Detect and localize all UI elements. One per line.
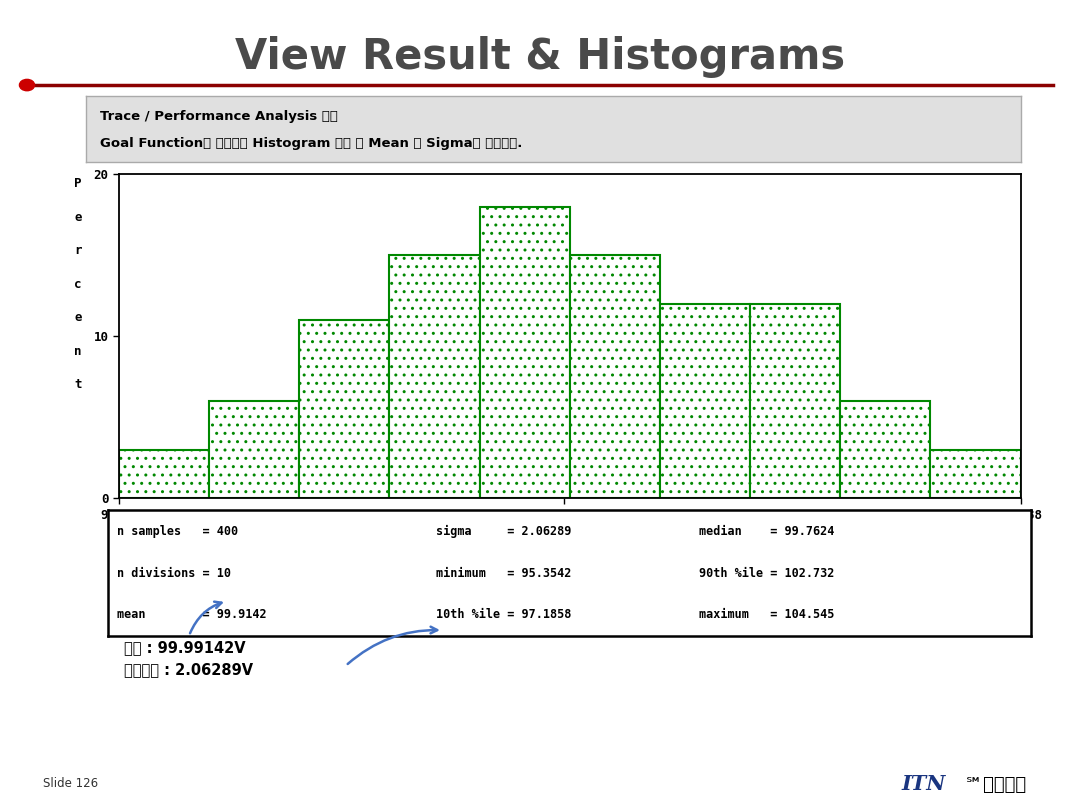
- Text: 10th %ile = 97.1858: 10th %ile = 97.1858: [436, 608, 571, 621]
- Bar: [660, 304, 751, 498]
- Text: c: c: [75, 278, 82, 291]
- Text: maximum   = 104.545: maximum = 104.545: [699, 608, 835, 621]
- Text: n: n: [75, 345, 82, 358]
- Bar: [389, 255, 480, 498]
- Text: mean        = 99.9142: mean = 99.9142: [118, 608, 267, 621]
- Text: t: t: [75, 378, 82, 391]
- Text: Trace / Performance Analysis 실행: Trace / Performance Analysis 실행: [100, 110, 338, 123]
- Bar: [119, 450, 210, 498]
- Bar: [299, 320, 390, 498]
- Text: Goal Function을 이용하여 Histogram 출력 후 Mean 과 Sigma를 확인한다.: Goal Function을 이용하여 Histogram 출력 후 Mean …: [100, 137, 523, 150]
- Text: median    = 99.7624: median = 99.7624: [699, 525, 835, 538]
- Bar: [840, 401, 930, 498]
- Bar: [210, 401, 299, 498]
- Text: n divisions = 10: n divisions = 10: [118, 566, 231, 580]
- Text: View Result & Histograms: View Result & Histograms: [235, 36, 845, 79]
- Text: minimum   = 95.3542: minimum = 95.3542: [436, 566, 571, 580]
- Text: n samples   = 400: n samples = 400: [118, 525, 239, 538]
- Bar: [480, 207, 569, 498]
- Text: 90th %ile = 102.732: 90th %ile = 102.732: [699, 566, 835, 580]
- Text: 표준편차 : 2.06289V: 표준편차 : 2.06289V: [124, 662, 254, 677]
- Text: Slide 126: Slide 126: [43, 778, 98, 791]
- Text: sigma     = 2.06289: sigma = 2.06289: [436, 525, 571, 538]
- X-axis label: Max(V(out)): Max(V(out)): [524, 527, 616, 541]
- Bar: [930, 450, 1021, 498]
- Bar: [751, 304, 840, 498]
- Text: ITN: ITN: [902, 774, 946, 794]
- Text: ℠아이티앤: ℠아이티앤: [959, 776, 1026, 794]
- Text: e: e: [75, 311, 82, 324]
- Text: r: r: [75, 245, 82, 258]
- Text: P: P: [75, 177, 82, 190]
- Text: 평균 : 99.99142V: 평균 : 99.99142V: [124, 640, 246, 655]
- Bar: [569, 255, 660, 498]
- Text: e: e: [75, 211, 82, 224]
